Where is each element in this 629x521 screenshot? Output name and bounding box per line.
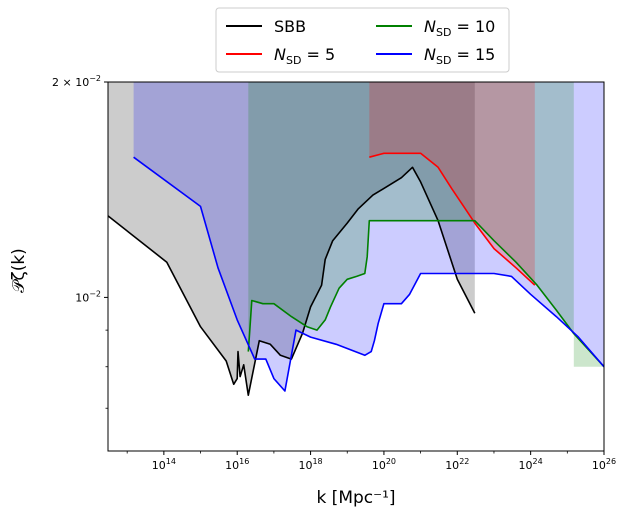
legend-label: NSD = 5 bbox=[274, 45, 335, 67]
x-tick-label: 1018 bbox=[298, 457, 322, 472]
y-axis-label: 𝒫ζ(k) bbox=[9, 248, 29, 293]
x-tick-label: 1024 bbox=[519, 457, 543, 472]
x-axis-label: k [Mpc⁻¹] bbox=[316, 488, 395, 508]
y-tick-label: 2 × 10−2 bbox=[52, 74, 101, 89]
x-tick-label: 1014 bbox=[152, 457, 176, 472]
legend: SBB NSD = 5 NSD = 10 NSD = 15 bbox=[215, 7, 510, 73]
x-tick-label: 1016 bbox=[225, 457, 249, 472]
legend-label: SBB bbox=[274, 17, 306, 36]
series-line-n-sd-5 bbox=[369, 152, 536, 286]
legend-label: NSD = 10 bbox=[424, 17, 495, 39]
shaded-region-sbb-excluded bbox=[108, 82, 475, 396]
shaded-region-n-sd-10-excluded bbox=[248, 82, 604, 367]
x-tick-label: 1020 bbox=[372, 457, 396, 472]
shaded-region-n-sd-5-excluded bbox=[369, 82, 535, 286]
plot-frame bbox=[107, 81, 605, 452]
x-tick-label: 1026 bbox=[592, 457, 616, 472]
series-line-n-sd-10 bbox=[247, 219, 604, 368]
legend-label: NSD = 15 bbox=[424, 45, 495, 67]
shaded-regions bbox=[108, 82, 604, 396]
x-tick-label: 1022 bbox=[445, 457, 469, 472]
series-line-n-sd-15 bbox=[133, 156, 604, 392]
series-lines bbox=[108, 152, 604, 397]
y-tick-label: 10−2 bbox=[75, 289, 101, 304]
legend-box bbox=[215, 7, 510, 73]
series-line-sbb bbox=[108, 166, 476, 397]
